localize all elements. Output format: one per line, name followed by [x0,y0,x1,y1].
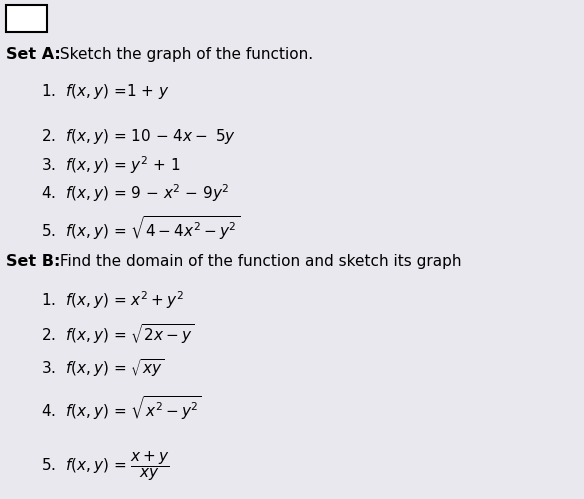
Text: 4.  $f(x, y)$ = $\sqrt{x^2-y^2}$: 4. $f(x, y)$ = $\sqrt{x^2-y^2}$ [41,394,202,422]
Text: Sketch the graph of the function.: Sketch the graph of the function. [55,47,314,62]
Text: 5.  $f(x, y)$ = $\sqrt{4-4x^2-y^2}$: 5. $f(x, y)$ = $\sqrt{4-4x^2-y^2}$ [41,215,240,243]
Text: 1.  $f(x, y)$ = $x^2+y^2$: 1. $f(x, y)$ = $x^2+y^2$ [41,289,184,311]
Text: 4.  $f(x, y)$ = 9 $-$ $x^2$ $-$ 9$y^2$: 4. $f(x, y)$ = 9 $-$ $x^2$ $-$ 9$y^2$ [41,182,230,204]
Text: Find the domain of the function and sketch its graph: Find the domain of the function and sket… [55,254,462,269]
Text: 3.  $f(x, y)$ = $y^2$ + 1: 3. $f(x, y)$ = $y^2$ + 1 [41,155,180,176]
Text: 3.  $f(x, y)$ = $\sqrt{xy}$: 3. $f(x, y)$ = $\sqrt{xy}$ [41,357,164,379]
Text: 2.  $f(x, y)$ = 10 $-$ 4$x-$ 5$y$: 2. $f(x, y)$ = 10 $-$ 4$x-$ 5$y$ [41,127,236,146]
Text: 1.  $f(x, y)$ =1 + $y$: 1. $f(x, y)$ =1 + $y$ [41,82,169,101]
Text: Set B:: Set B: [6,254,60,269]
Text: 2.  $f(x, y)$ = $\sqrt{2x-y}$: 2. $f(x, y)$ = $\sqrt{2x-y}$ [41,322,194,346]
Text: Set A:: Set A: [6,47,61,62]
Text: 5.  $f(x, y)$ = $\dfrac{x+y}{xy}$: 5. $f(x, y)$ = $\dfrac{x+y}{xy}$ [41,449,170,483]
